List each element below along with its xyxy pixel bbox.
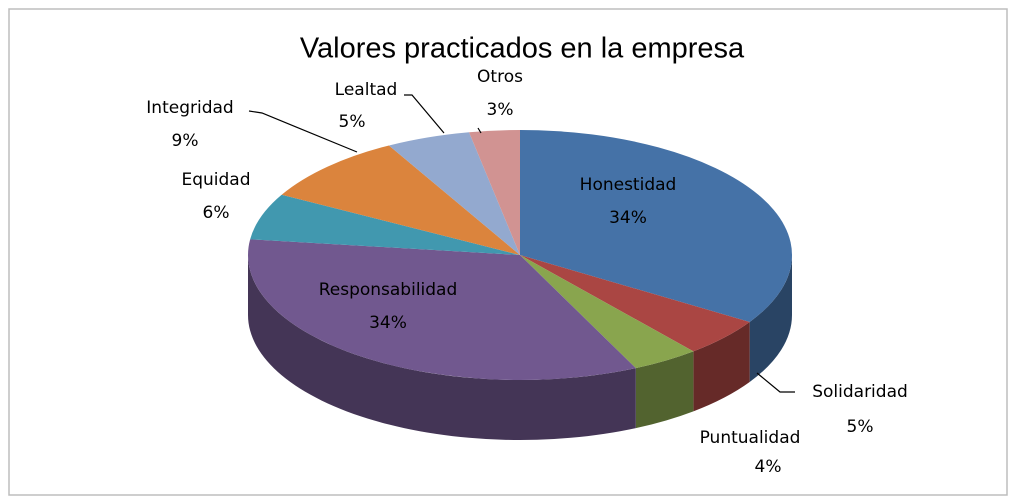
leader-line	[248, 110, 358, 153]
value-label: 6%	[203, 203, 230, 223]
slice	[250, 194, 520, 255]
category-label: Otros	[477, 67, 523, 87]
slice	[520, 130, 792, 322]
category-label: Equidad	[181, 170, 250, 190]
category-label: Responsabilidad	[319, 280, 458, 300]
leader-line	[756, 372, 795, 393]
slice	[520, 255, 694, 369]
labels: Honestidad 34% Solidaridad 5% Puntualidad 4% R…	[146, 67, 907, 477]
category-label: Lealtad	[335, 80, 398, 100]
category-label: Solidaridad	[812, 382, 908, 402]
slice	[281, 145, 520, 255]
leader-line	[477, 127, 482, 134]
slice-side	[247, 255, 636, 441]
slice-side	[635, 351, 694, 429]
slice	[469, 130, 520, 255]
leader-line	[404, 94, 445, 134]
value-label: 3%	[487, 100, 514, 120]
category-label: Puntualidad	[700, 428, 801, 448]
value-label: 9%	[172, 131, 199, 151]
slice	[388, 132, 520, 255]
slice-side	[693, 321, 750, 412]
chart-title: Valores practicados en la empresa	[300, 33, 745, 65]
category-label: Honestidad	[580, 175, 677, 195]
slice	[248, 239, 636, 381]
value-label: 5%	[339, 112, 366, 132]
value-label: 4%	[755, 457, 782, 477]
value-label: 5%	[847, 417, 874, 437]
value-label: 34%	[609, 208, 647, 228]
slice	[520, 255, 750, 352]
category-label: Integridad	[146, 98, 233, 118]
value-label: 34%	[369, 313, 407, 333]
slice-side	[749, 255, 792, 382]
pie	[247, 130, 792, 441]
